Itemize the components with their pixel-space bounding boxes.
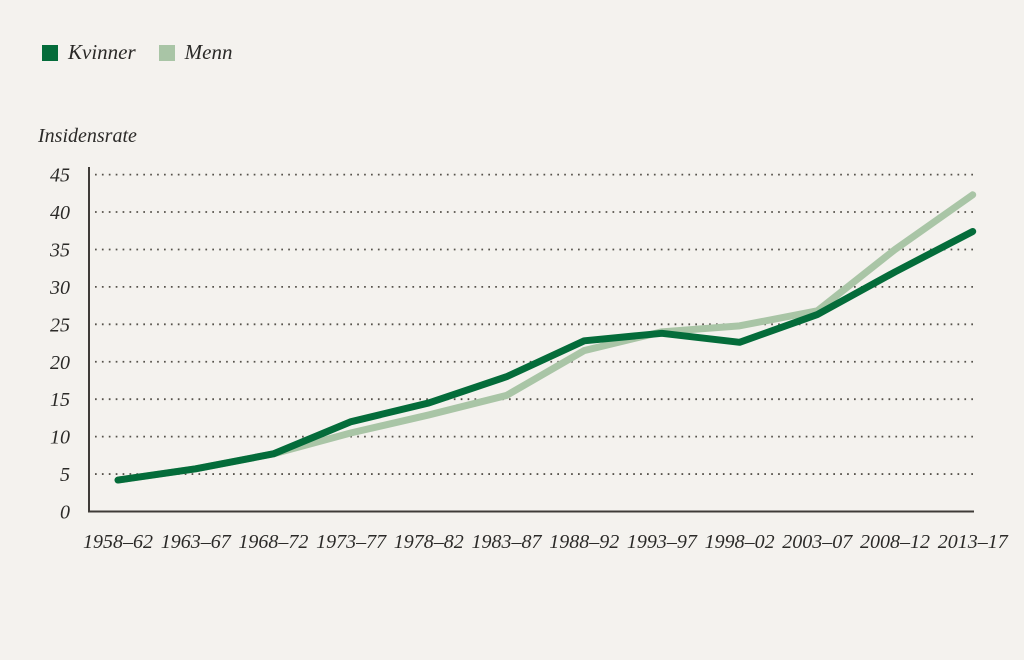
y-tick-label: 5 (60, 464, 70, 486)
y-axis-title: Insidensrate (38, 125, 137, 147)
y-tick-label: 0 (60, 502, 70, 524)
x-tick-label: 1988–92 (549, 531, 619, 553)
x-tick-label: 1993–97 (627, 531, 698, 553)
y-tick-label: 30 (49, 277, 70, 299)
series-line-menn (114, 191, 977, 484)
x-tick-label: 2008–12 (860, 531, 930, 553)
y-tick-label: 20 (50, 352, 70, 374)
x-tick-label: 2013–17 (938, 531, 1009, 553)
menn-color-swatch (158, 44, 175, 61)
legend-label-kvinner: Kvinner (68, 40, 136, 64)
x-tick-label: 1998–02 (705, 531, 775, 553)
y-tick-label: 40 (50, 202, 70, 224)
series-line-kvinner (114, 227, 977, 484)
legend-item-kvinner: Kvinner (42, 42, 136, 63)
y-tick-label: 15 (50, 389, 70, 411)
x-tick-label: 1983–87 (472, 531, 543, 553)
x-tick-label: 1958–62 (83, 531, 153, 553)
y-tick-label: 45 (50, 165, 70, 187)
kvinner-color-swatch (42, 44, 58, 61)
x-tick-label: 1978–82 (394, 531, 464, 553)
legend-label-menn: Menn (184, 40, 233, 64)
x-tick-label: 1963–67 (161, 531, 232, 553)
y-tick-label: 35 (49, 239, 70, 261)
legend-item-menn: Menn (158, 40, 233, 64)
x-tick-label: 2003–07 (782, 531, 853, 553)
y-tick-label: 25 (50, 314, 70, 336)
x-tick-label: 1968–72 (238, 531, 308, 553)
chart-legend: Kvinner Menn (42, 42, 232, 63)
y-tick-label: 10 (50, 427, 70, 449)
x-tick-label: 1973–77 (316, 531, 387, 553)
